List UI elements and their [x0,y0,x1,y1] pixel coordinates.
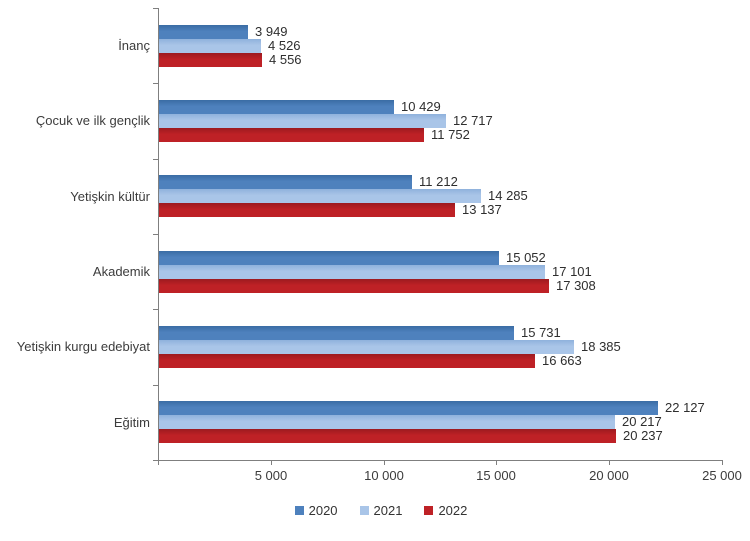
x-tick-label: 15 000 [476,468,516,483]
bar-2021 [159,114,446,128]
y-tick [153,159,159,160]
legend-label: 2022 [438,503,468,518]
value-label: 4 556 [269,52,302,67]
bar-2021 [159,39,261,53]
bar-2020 [159,401,658,415]
value-label: 15 731 [521,325,561,340]
bar-2022 [159,53,262,67]
value-label: 3 949 [255,24,288,39]
x-tick-label: 5 000 [254,468,288,483]
value-label: 17 101 [552,264,592,279]
bar-2022 [159,429,616,443]
bar-2022 [159,279,549,293]
x-axis-line [158,460,723,461]
bar-2022 [159,128,424,142]
legend-swatch-icon [359,506,369,515]
bar-2021 [159,340,574,354]
bar-2020 [159,251,499,265]
value-label: 17 308 [556,278,596,293]
y-tick [153,460,159,461]
y-tick [153,83,159,84]
value-label: 12 717 [453,113,493,128]
category-label: Eğitim [113,415,150,431]
y-tick [153,8,159,9]
category-label: Akademik [92,264,150,280]
legend-swatch-icon [294,506,304,515]
bar-2020 [159,25,248,39]
value-label: 13 137 [462,202,502,217]
x-tick [609,461,610,465]
legend-label: 2021 [373,503,403,518]
x-tick-label: 20 000 [589,468,629,483]
bar-2021 [159,265,545,279]
legend-label: 2020 [308,503,338,518]
legend: 2020 2021 2022 [6,503,750,518]
category-label: İnanç [118,38,150,54]
value-label: 20 237 [623,428,663,443]
bar-2022 [159,203,455,217]
y-tick [153,309,159,310]
value-label: 22 127 [665,400,705,415]
bar-2020 [159,326,514,340]
x-tick-label: 10 000 [364,468,404,483]
bar-2020 [159,175,412,189]
category-label: Çocuk ve ilk gençlik [35,113,150,129]
x-tick [496,461,497,465]
value-label: 11 752 [431,127,470,142]
legend-swatch-icon [424,506,434,515]
value-label: 10 429 [401,99,441,114]
x-tick [271,461,272,465]
x-tick [722,461,723,465]
bar-2021 [159,189,481,203]
legend-item-2022: 2022 [424,503,467,518]
x-tick-label: 25 000 [702,468,742,483]
bar-2021 [159,415,615,429]
y-tick [153,385,159,386]
plot-area: 5 000 10 000 15 000 20 000 25 000 İnanç 3 949 4… [16,8,742,483]
legend-item-2021: 2021 [359,503,403,518]
bar-2022 [159,354,535,368]
category-label: Yetişkin kültür [70,189,150,205]
bar-2020 [159,100,394,114]
y-tick [153,234,159,235]
value-label: 16 663 [542,353,582,368]
value-label: 14 285 [488,188,528,203]
x-tick [158,461,159,465]
category-label: Yetişkin kurgu edebiyat [16,339,150,355]
value-label: 18 385 [581,339,621,354]
legend-item-2020: 2020 [294,503,338,518]
value-label: 15 052 [506,250,546,265]
x-tick [384,461,385,465]
value-label: 20 217 [622,414,662,429]
value-label: 4 526 [268,38,301,53]
value-label: 11 212 [419,174,458,189]
